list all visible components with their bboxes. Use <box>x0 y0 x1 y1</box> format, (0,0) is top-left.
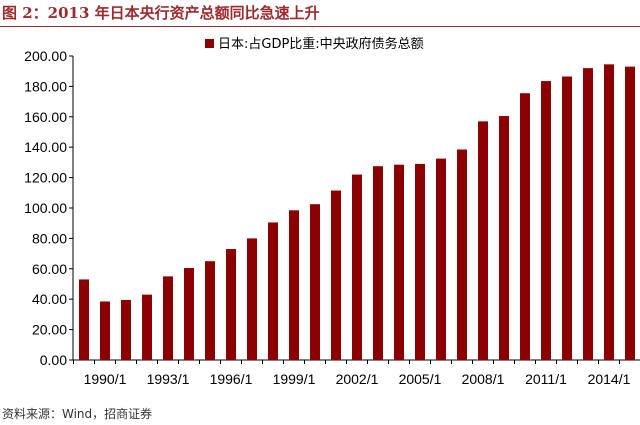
bar-1992/1 <box>121 299 131 360</box>
title-divider <box>0 26 640 27</box>
bar-1998/1 <box>247 238 257 360</box>
bar-1990/1 <box>79 279 89 360</box>
bar-2015/1 <box>604 64 614 361</box>
bar-2000/1 <box>289 210 299 360</box>
y-tick-label: 0.00 <box>40 352 67 368</box>
x-tick-label: 1999/1 <box>273 371 316 387</box>
bar-2005/1 <box>394 164 404 360</box>
y-tick-label: 60.00 <box>32 261 67 277</box>
bar-1996/1 <box>205 261 215 360</box>
bar-1999/1 <box>268 222 278 360</box>
bar-2004/1 <box>373 166 383 360</box>
bar-2010/1 <box>499 116 509 360</box>
y-tick-label: 140.00 <box>24 139 67 155</box>
legend-swatch <box>205 39 214 48</box>
bar-1994/1 <box>163 276 173 360</box>
y-tick-label: 180.00 <box>24 78 67 94</box>
y-tick-label: 160.00 <box>24 109 67 125</box>
y-tick-label: 100.00 <box>24 200 67 216</box>
y-tick-label: 20.00 <box>32 322 67 338</box>
y-tick-label: 200.00 <box>24 48 67 64</box>
bar-1991/1 <box>100 301 110 360</box>
bar-2007/1 <box>436 158 446 360</box>
bar-2001/1 <box>310 204 320 360</box>
bar-2008/1 <box>457 149 467 360</box>
bar-2012/1 <box>541 81 551 360</box>
x-tick-label: 2008/1 <box>462 371 505 387</box>
y-tick-label: 40.00 <box>32 291 67 307</box>
bar-1997/1 <box>226 249 236 360</box>
x-tick-label: 1996/1 <box>210 371 253 387</box>
x-tick-label: 1993/1 <box>147 371 190 387</box>
chart-title: 图 2：2013 年日本央行资产总额同比急速上升 <box>2 4 320 22</box>
y-tick-label: 120.00 <box>24 170 67 186</box>
bar-chart: 0.00 20.00 40.00 60.00 80.00 100.00 120.00 140.… <box>24 36 640 387</box>
source-note: 资料来源：Wind，招商证券 <box>2 407 153 421</box>
y-tick-label: 80.00 <box>32 230 67 246</box>
bar-2016/1 <box>625 66 635 360</box>
x-tick-label: 2011/1 <box>525 371 567 387</box>
bar-2006/1 <box>415 163 425 360</box>
x-tick-label: 1990/1 <box>84 371 127 387</box>
bar-2003/1 <box>352 174 362 360</box>
bar-2014/1 <box>583 68 593 360</box>
bar-2013/1 <box>562 76 572 361</box>
bar-1995/1 <box>184 268 194 360</box>
bar-2009/1 <box>478 121 488 360</box>
bar-1993/1 <box>142 294 152 360</box>
x-tick-label: 2002/1 <box>336 371 379 387</box>
bar-2011/1 <box>520 93 530 361</box>
bar-2002/1 <box>331 190 341 360</box>
legend-label: 日本:占GDP比重:中央政府债务总额 <box>218 36 424 52</box>
x-tick-label: 2014/1 <box>588 371 631 387</box>
x-tick-label: 2005/1 <box>399 371 442 387</box>
